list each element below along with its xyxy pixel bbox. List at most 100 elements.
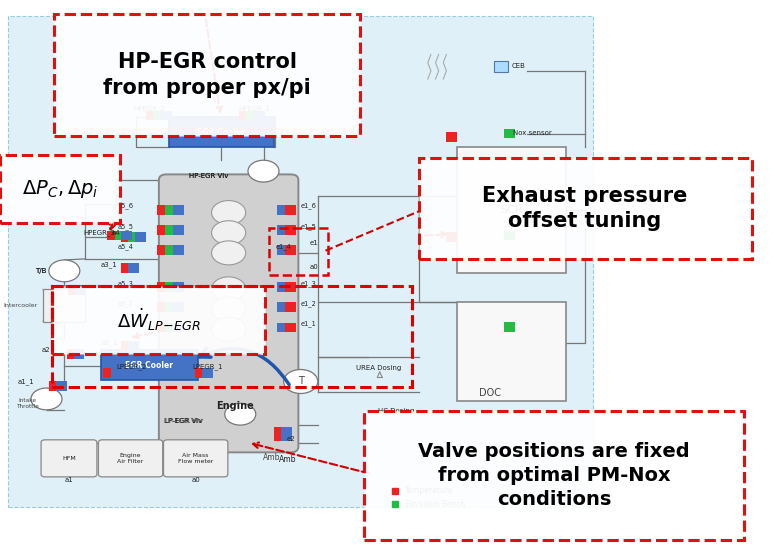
Bar [281,427,292,437]
Text: a5_1: a5_1 [118,320,133,327]
Text: a0: a0 [310,264,319,270]
Bar [153,111,164,120]
Bar [157,225,168,235]
Text: a3_1: a3_1 [101,261,118,268]
Text: e1_6: e1_6 [301,203,316,209]
Bar [274,427,284,437]
Bar [173,323,184,332]
Text: e1_3: e1_3 [301,280,316,287]
FancyBboxPatch shape [159,174,298,452]
Bar [195,368,205,378]
Text: a5_2: a5_2 [117,300,133,307]
Bar [277,205,288,215]
Bar [165,205,176,215]
Text: T/B: T/B [35,268,46,274]
Text: Amb: Amb [263,453,280,462]
Text: HC Dosing: HC Dosing [378,408,415,415]
Text: e1_5: e1_5 [301,223,316,229]
Bar [157,205,168,215]
FancyBboxPatch shape [364,411,744,540]
Bar [161,111,172,120]
Bar [246,111,257,120]
Bar [277,225,288,235]
Text: Engine
Air Filter: Engine Air Filter [118,453,143,464]
Text: T: T [298,377,304,386]
Bar [128,232,139,242]
Text: e1_2: e1_2 [301,300,316,307]
Bar [285,245,296,255]
Bar [277,282,288,292]
Text: Amb: Amb [279,455,297,464]
Text: EGR Cooler: EGR Cooler [125,361,173,370]
Circle shape [248,160,279,182]
Text: HP-EGR Vlv: HP-EGR Vlv [189,173,229,179]
Bar [165,225,176,235]
Text: HPEGR_1: HPEGR_1 [238,106,270,112]
Bar [103,368,114,378]
FancyBboxPatch shape [8,16,593,507]
Text: DOC: DOC [479,389,501,398]
Bar [173,282,184,292]
FancyBboxPatch shape [164,440,228,477]
Text: Exhaust pressure
offset tuning: Exhaust pressure offset tuning [482,186,688,231]
Bar [128,263,139,273]
Bar [121,232,132,242]
Bar [285,323,296,332]
Bar [285,225,296,235]
Text: LP-EGR Vlv: LP-EGR Vlv [164,417,202,424]
Text: Valve positions are fixed
from optimal PM-Nox
conditions: Valve positions are fixed from optimal P… [418,442,690,509]
Bar [285,302,296,312]
Circle shape [212,297,246,321]
FancyBboxPatch shape [101,350,198,380]
Text: T/B: T/B [35,268,46,274]
Bar [75,285,86,295]
Text: LP-EGR Vlv: LP-EGR Vlv [165,417,203,424]
Bar [157,282,168,292]
Bar [202,368,213,378]
Bar [173,205,184,215]
Text: Emission Bench: Emission Bench [405,500,465,508]
Text: a1_1: a1_1 [18,378,35,385]
FancyBboxPatch shape [0,155,120,223]
Bar [128,341,139,351]
Bar [111,368,122,378]
Bar [165,245,176,255]
FancyBboxPatch shape [98,440,163,477]
Circle shape [284,370,318,393]
Bar [281,431,292,441]
Bar [67,349,78,359]
Bar [239,111,250,120]
Text: Air Mass
Flow meter: Air Mass Flow meter [178,453,213,464]
Bar [157,302,168,312]
Text: e1: e1 [310,239,319,246]
Text: $\Delta P_C, \Delta p_i$: $\Delta P_C, \Delta p_i$ [22,178,98,201]
Text: LPEGR_1: LPEGR_1 [192,364,223,370]
Text: HPEGR_2: HPEGR_2 [134,106,165,112]
Bar [504,322,515,332]
Circle shape [31,388,62,410]
Text: Engine: Engine [216,401,253,411]
Text: CEB: CEB [512,63,525,70]
Text: a2_1: a2_1 [102,339,118,346]
FancyBboxPatch shape [52,286,265,354]
Bar [274,431,284,441]
Bar [115,231,126,240]
Bar [277,323,288,332]
Bar [121,341,132,351]
Bar [121,231,132,240]
Text: a0: a0 [191,476,201,483]
Bar [285,205,296,215]
Text: HP-EGR control
from proper px/pi: HP-EGR control from proper px/pi [103,52,312,98]
Bar [157,323,168,332]
FancyBboxPatch shape [54,14,360,136]
Circle shape [225,403,256,425]
Text: a5_3: a5_3 [118,280,133,287]
Bar [49,381,60,391]
Text: Temperature: Temperature [405,486,453,495]
Text: e1_1: e1_1 [301,320,316,327]
Bar [504,129,515,138]
Text: a3: a3 [56,284,64,291]
Bar [504,231,515,240]
Bar [277,302,288,312]
Bar [173,225,184,235]
